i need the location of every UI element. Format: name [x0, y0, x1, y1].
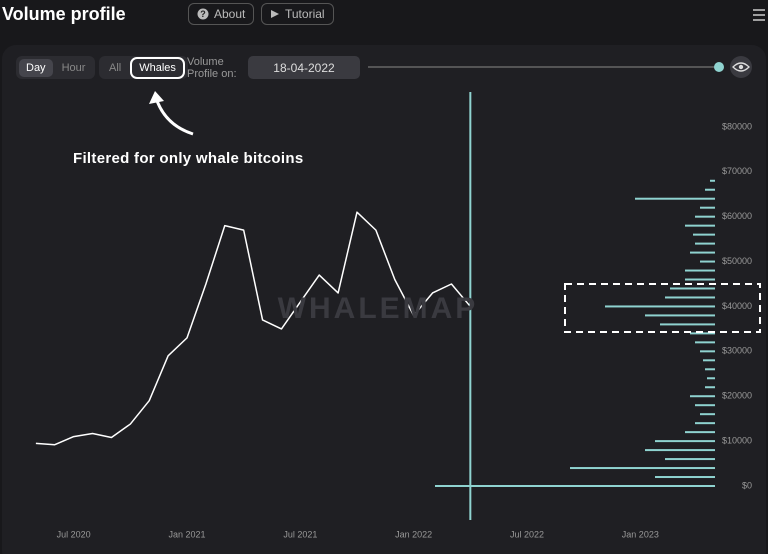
profile-bar: [685, 278, 715, 281]
x-tick-label: Jul 2020: [57, 529, 91, 539]
x-tick-label: Jan 2022: [395, 529, 432, 539]
slider-knob[interactable]: [714, 62, 724, 72]
arrow-head: [149, 91, 164, 104]
filter-toggle: All Whales: [99, 56, 188, 79]
y-tick-label: $30000: [722, 346, 752, 356]
profile-bar: [700, 413, 715, 416]
info-icon: ?: [197, 8, 209, 20]
x-tick-label: Jan 2023: [622, 529, 659, 539]
profile-bar: [685, 431, 715, 434]
profile-bar: [700, 260, 715, 263]
profile-bar: [685, 269, 715, 272]
profile-bar: [670, 287, 715, 290]
day-option[interactable]: Day: [19, 58, 53, 77]
profile-bar: [695, 422, 715, 425]
profile-bar: [605, 305, 715, 308]
play-icon: [271, 10, 279, 18]
panel: [2, 45, 766, 554]
y-tick-label: $50000: [722, 256, 752, 266]
profile-bar: [570, 467, 715, 470]
tutorial-label: Tutorial: [285, 7, 325, 21]
eye-icon: [732, 62, 750, 72]
x-tick-label: Jul 2021: [283, 529, 317, 539]
svg-text:?: ?: [200, 9, 206, 19]
profile-bar: [710, 179, 715, 182]
profile-bar: [645, 449, 715, 452]
hour-option[interactable]: Hour: [61, 61, 86, 74]
profile-bar: [685, 224, 715, 227]
profile-bar: [665, 458, 715, 461]
profile-bar: [690, 395, 715, 398]
profile-bar: [690, 251, 715, 254]
profile-bar: [665, 296, 715, 299]
about-label: About: [214, 7, 246, 21]
page-title: Volume profile: [2, 4, 126, 24]
profile-bar: [690, 332, 715, 335]
profile-bar: [707, 377, 715, 380]
annotation: Filtered for only whale bitcoins: [73, 150, 304, 167]
whales-option[interactable]: Whales: [130, 56, 185, 79]
highlight-box: [564, 283, 761, 333]
tutorial-button[interactable]: Tutorial: [261, 3, 334, 25]
menu-icon[interactable]: [752, 8, 766, 22]
about-button[interactable]: ? About: [188, 3, 255, 25]
all-option[interactable]: All: [109, 61, 122, 74]
profile-bar: [700, 206, 715, 209]
eye-pupil: [738, 64, 744, 70]
y-tick-label: $20000: [722, 391, 752, 401]
profile-bar: [700, 350, 715, 353]
profile-bar: [655, 440, 715, 443]
y-tick-label: $70000: [722, 166, 752, 176]
profile-bar: [645, 314, 715, 317]
x-tick-label: Jan 2021: [168, 529, 205, 539]
arrow: [154, 97, 194, 136]
profile-bar: [705, 188, 715, 191]
profile-bar: [635, 197, 715, 200]
y-tick-label: $60000: [722, 211, 752, 221]
x-tick-label: Jul 2022: [510, 529, 544, 539]
profile-bar: [435, 485, 715, 487]
y-tick-label: $80000: [722, 121, 752, 131]
price-line: [35, 211, 471, 446]
profile-bar: [660, 323, 715, 326]
profile-bar: [695, 341, 715, 344]
profile-bar: [655, 476, 715, 479]
watermark: WHALEMAP: [278, 292, 479, 325]
y-tick-label: $10000: [722, 435, 752, 445]
date-field[interactable]: 18-04-2022: [248, 56, 360, 79]
y-tick-label: $0: [742, 480, 752, 490]
profile-bar: [695, 242, 715, 245]
profile-bar: [705, 368, 715, 371]
profile-label: Volume Profile on:: [187, 56, 237, 80]
y-tick-label: $40000: [722, 301, 752, 311]
profile-bar: [693, 233, 715, 236]
profile-bar: [705, 386, 715, 389]
profile-bar: [703, 359, 715, 362]
profile-bar: [695, 404, 715, 407]
profile-bar: [695, 215, 715, 218]
interval-toggle: Day Hour: [16, 56, 96, 79]
